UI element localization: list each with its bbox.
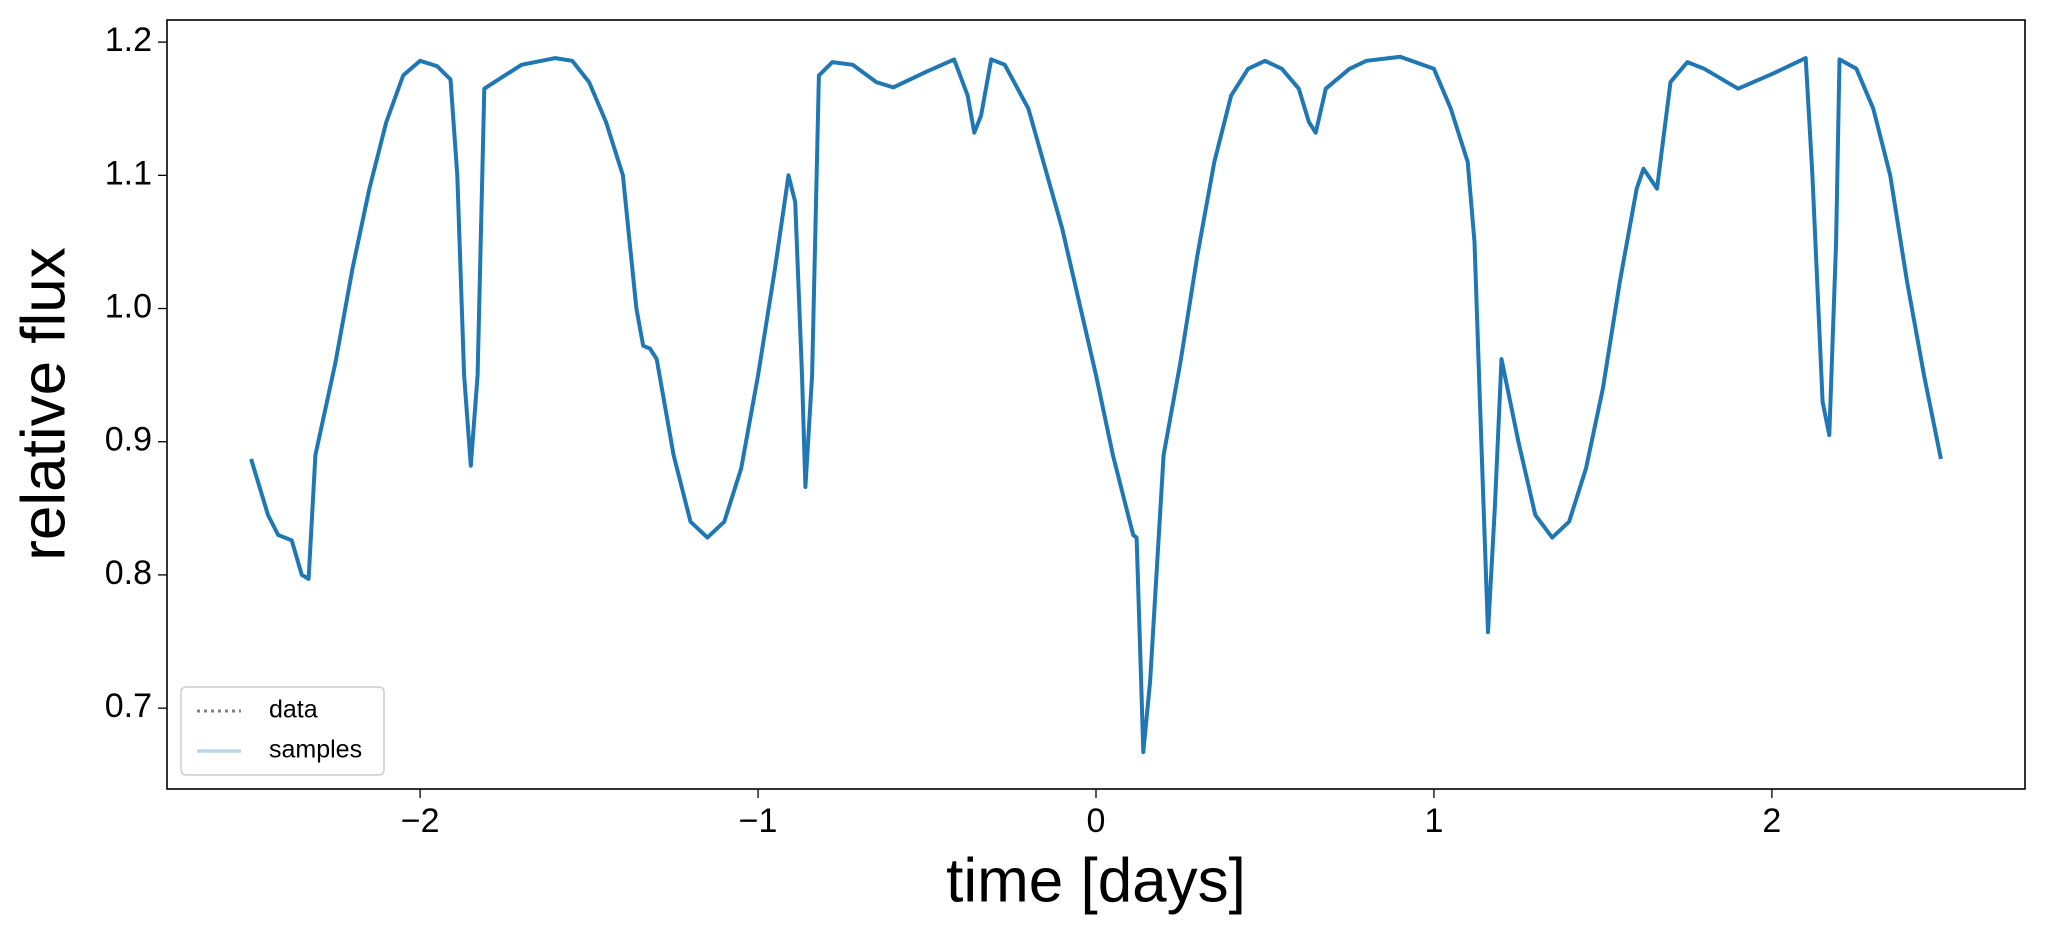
x-tick-label: −2 <box>401 802 440 840</box>
plot-frame <box>166 19 2026 790</box>
x-tick-label: −1 <box>739 802 778 840</box>
x-axis-label: time [days] <box>946 846 1246 915</box>
x-tick-label: 0 <box>1087 802 1106 840</box>
series-line <box>249 55 1943 754</box>
legend: data samples <box>180 686 385 776</box>
y-axis-label: relative flux <box>9 247 78 561</box>
y-tick-label: 1.2 <box>105 21 152 59</box>
x-tick-label: 2 <box>1762 802 1781 840</box>
y-tick-label: 0.8 <box>105 554 152 592</box>
y-tick-label: 0.7 <box>105 687 152 725</box>
x-tick-label: 1 <box>1424 802 1443 840</box>
series-line <box>249 54 1943 755</box>
y-tick-label: 1.1 <box>105 154 152 192</box>
y-tick-label: 1.0 <box>105 288 152 326</box>
legend-box <box>180 686 385 776</box>
y-tick-label: 0.9 <box>105 421 152 459</box>
legend-label: samples <box>269 736 362 764</box>
legend-label: data <box>269 696 318 724</box>
